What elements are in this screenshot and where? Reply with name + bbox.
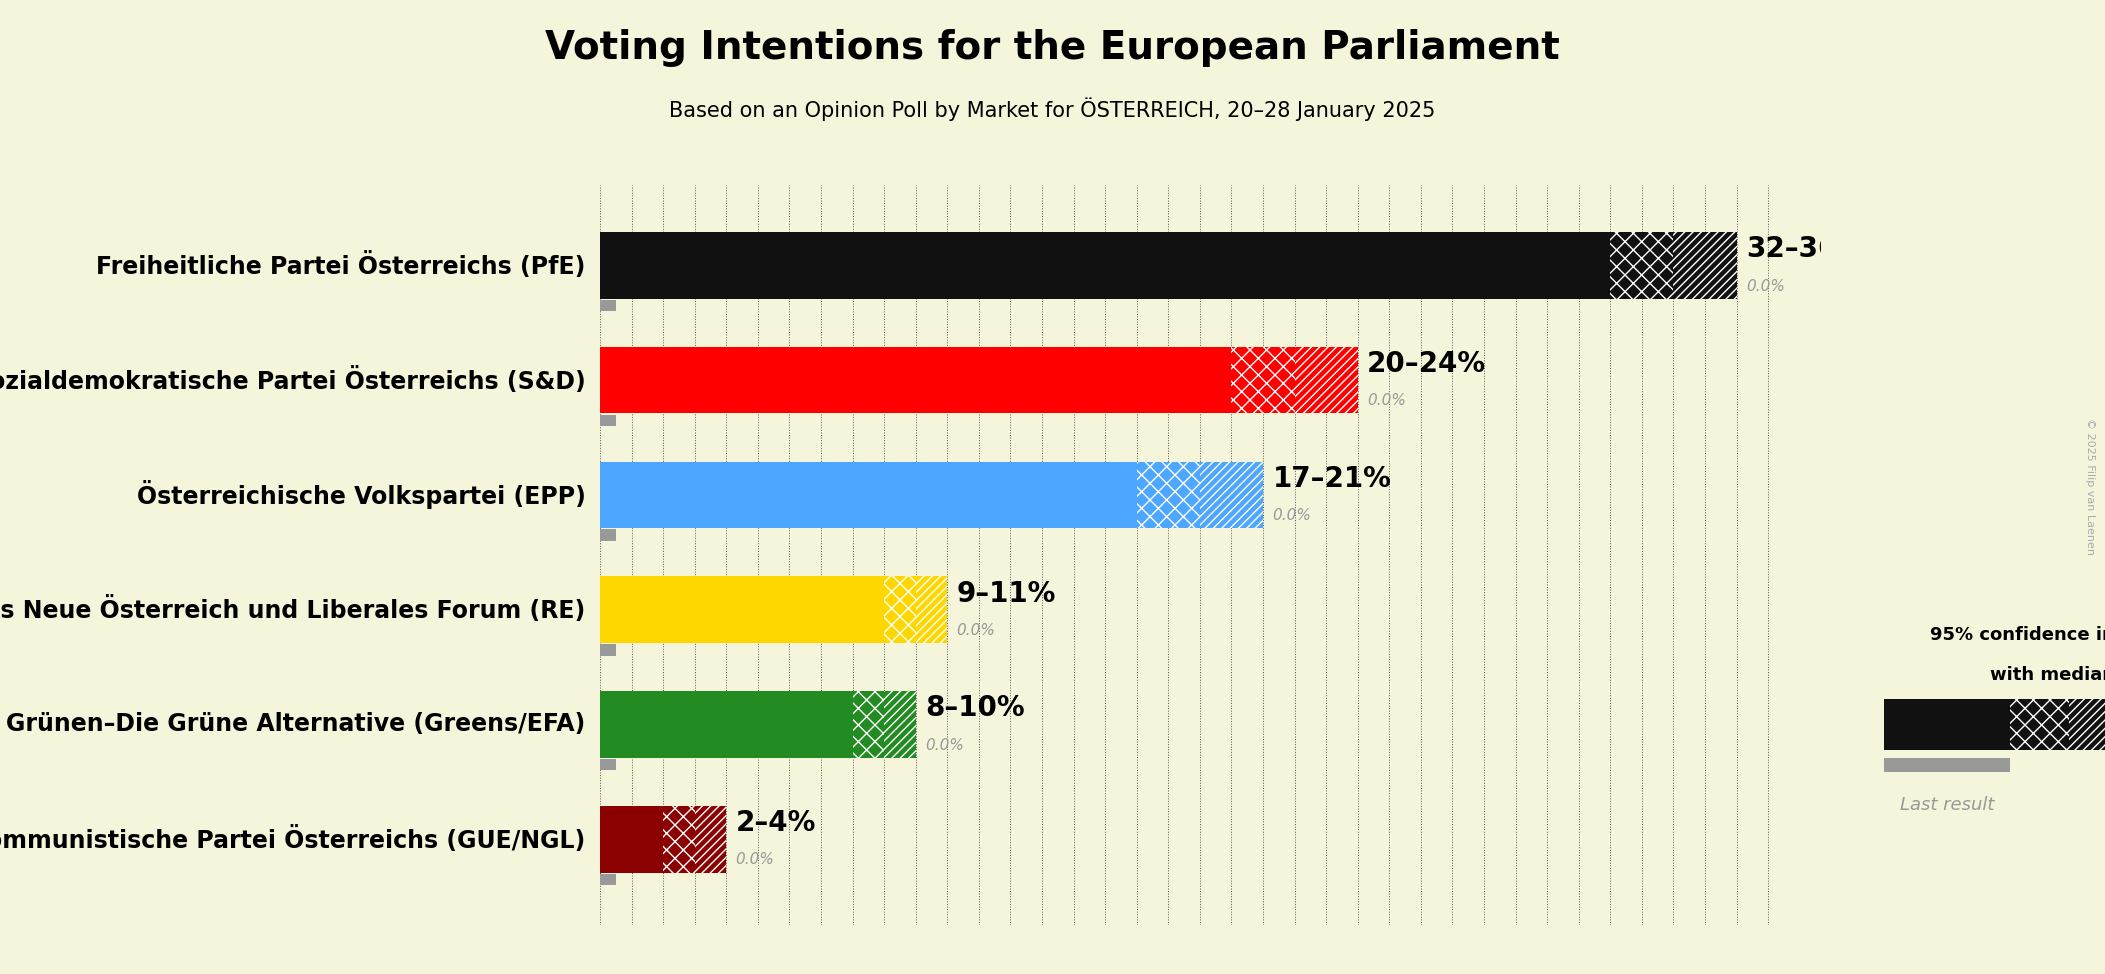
Text: 0.0%: 0.0% [1745,279,1785,293]
Text: 8–10%: 8–10% [924,694,1025,723]
Bar [1137,462,1200,528]
Bar [1673,232,1737,299]
Text: Sozialdemokratische Partei Österreichs (S&D): Sozialdemokratische Partei Österreichs (… [0,366,585,393]
Bar [600,644,615,656]
Bar [1231,347,1295,413]
Text: NEOS–Das Neue Österreich und Liberales Forum (RE): NEOS–Das Neue Österreich und Liberales F… [0,596,585,623]
Bar [1295,347,1358,413]
Bar [600,692,853,758]
Text: 2–4%: 2–4% [737,809,817,838]
Bar [663,805,695,873]
Text: 20–24%: 20–24% [1366,350,1486,378]
Bar [2010,698,2069,750]
Bar [600,577,884,643]
Text: Österreichische Volkspartei (EPP): Österreichische Volkspartei (EPP) [137,480,585,509]
Text: © 2025 Filip van Laenen: © 2025 Filip van Laenen [2086,419,2094,555]
Bar [1610,232,1673,299]
Text: Freiheitliche Partei Österreichs (PfE): Freiheitliche Partei Österreichs (PfE) [97,252,585,279]
Text: Voting Intentions for the European Parliament: Voting Intentions for the European Parli… [545,29,1560,67]
Text: 17–21%: 17–21% [1271,465,1391,493]
Bar [600,232,1610,299]
Bar [884,692,916,758]
Bar [600,347,1231,413]
Bar [600,759,615,770]
Text: Last result: Last result [1901,796,1993,813]
Text: Die Grünen–Die Grüne Alternative (Greens/EFA): Die Grünen–Die Grüne Alternative (Greens… [0,712,585,736]
Bar [695,805,726,873]
Bar [600,805,663,873]
Text: 0.0%: 0.0% [924,737,964,753]
Text: Based on an Opinion Poll by Market for ÖSTERREICH, 20–28 January 2025: Based on an Opinion Poll by Market for Ö… [669,97,1436,121]
Bar [600,874,615,885]
Bar [600,300,615,312]
Text: 0.0%: 0.0% [956,622,996,638]
Bar [600,529,615,541]
Text: Kommunistische Partei Österreichs (GUE/NGL): Kommunistische Partei Österreichs (GUE/N… [0,826,585,852]
Text: 95% confidence interval: 95% confidence interval [1930,626,2105,644]
Bar [600,415,615,426]
Bar [884,577,916,643]
Bar [600,462,1137,528]
Text: 0.0%: 0.0% [737,852,775,868]
Bar [853,692,884,758]
Bar [1884,698,2010,750]
Bar [916,577,947,643]
Text: 0.0%: 0.0% [1366,393,1406,408]
Text: 32–36%: 32–36% [1745,236,1865,263]
Bar [2069,698,2105,750]
Bar [1884,758,2010,771]
Bar [1200,462,1263,528]
Text: 9–11%: 9–11% [956,580,1057,608]
Text: with median: with median [1989,666,2105,685]
Text: 0.0%: 0.0% [1271,508,1311,523]
